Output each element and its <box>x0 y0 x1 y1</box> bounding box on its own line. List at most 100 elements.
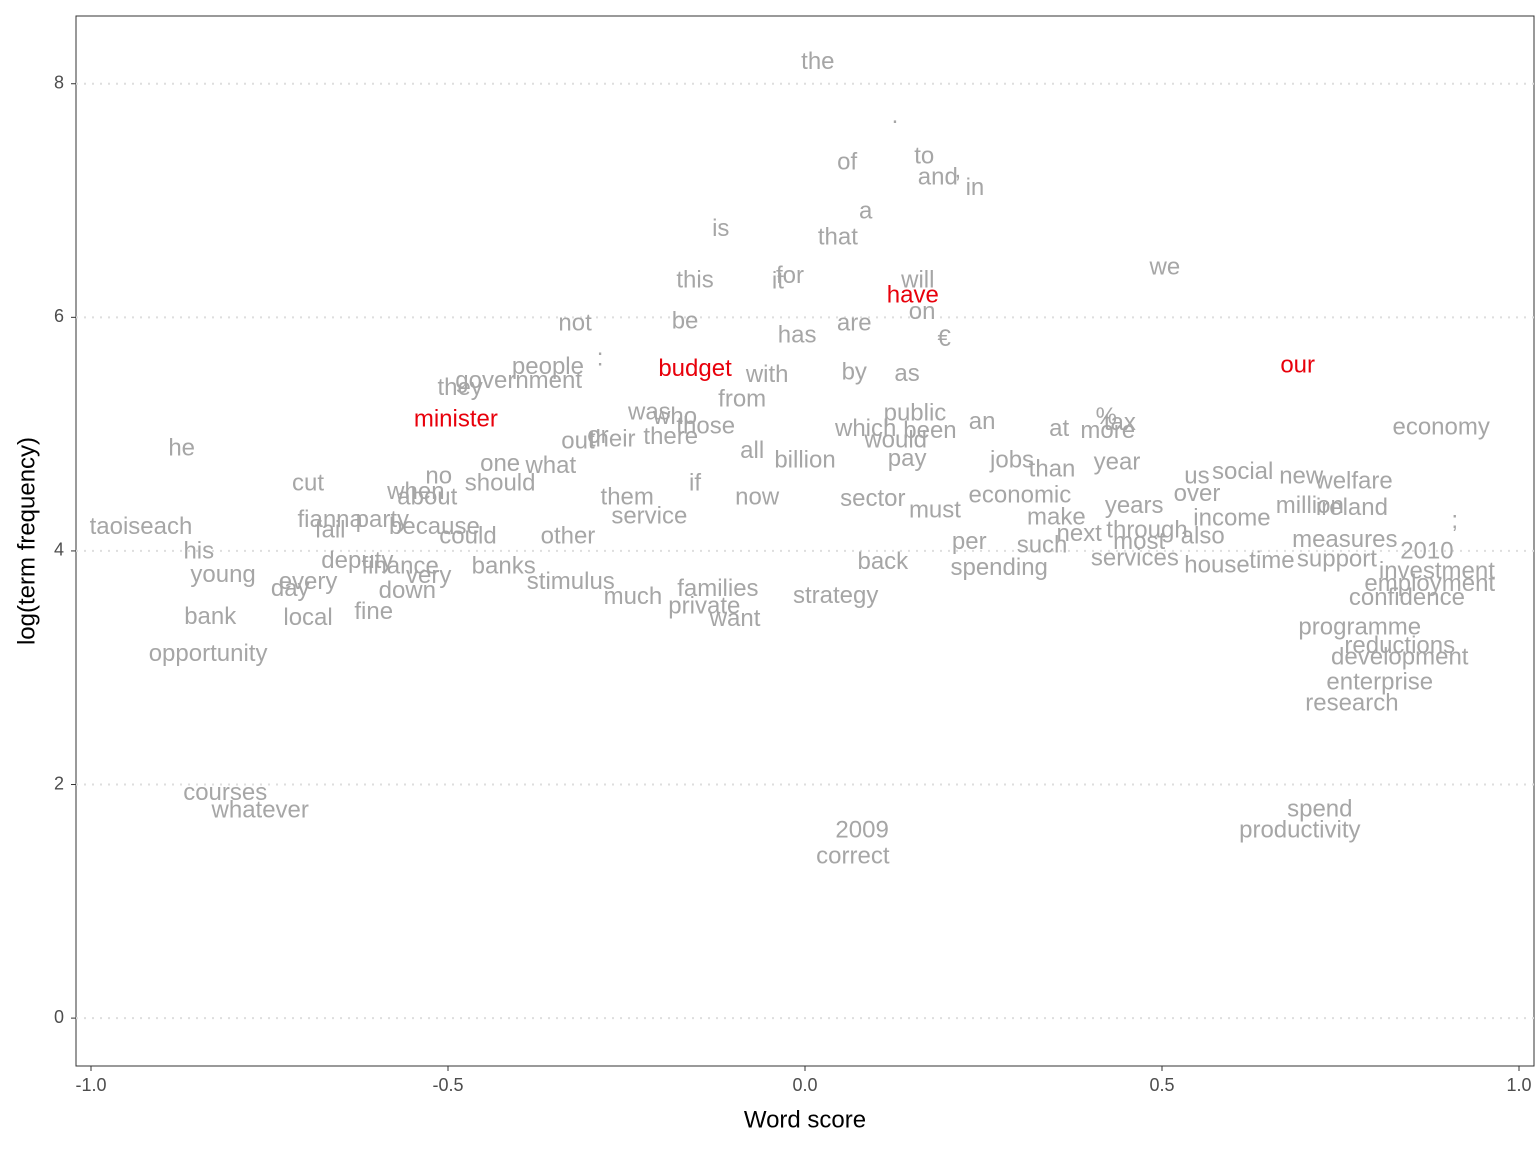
word-label: time <box>1249 547 1294 574</box>
word-label: ireland <box>1316 494 1388 521</box>
word-label: year <box>1094 449 1141 476</box>
word-label: this <box>676 266 713 293</box>
word-label: welfare <box>1314 467 1392 494</box>
word-label: much <box>604 583 663 610</box>
word-label: million <box>1276 492 1344 519</box>
word-label: when <box>386 478 444 505</box>
word-label: not <box>558 310 592 337</box>
word-label: fine <box>354 598 393 625</box>
word-label: make <box>1027 504 1086 531</box>
word-label: correct <box>816 842 890 869</box>
word-label: whatever <box>211 797 309 824</box>
word-label: which <box>834 415 896 442</box>
x-tick-label: 0.5 <box>1149 1075 1174 1095</box>
word-label: was <box>627 398 671 425</box>
x-tick-label: -1.0 <box>75 1075 106 1095</box>
word-label: by <box>842 359 867 386</box>
word-label: been <box>903 417 956 444</box>
word-label: : <box>597 345 604 372</box>
word-label: other <box>541 522 596 549</box>
word-label: spend <box>1287 796 1352 823</box>
word-label: , <box>954 157 961 184</box>
x-tick-label: 0.0 <box>792 1075 817 1095</box>
word-label: in <box>966 174 985 201</box>
word-label: want <box>709 605 761 632</box>
word-label: service <box>611 502 687 529</box>
word-label: productivity <box>1239 817 1360 844</box>
x-axis-title: Word score <box>744 1106 866 1133</box>
word-label: to <box>914 143 934 170</box>
word-label: also <box>1181 522 1225 549</box>
word-label: because <box>389 513 480 540</box>
word-label: should <box>465 470 536 497</box>
word-label: economy <box>1392 414 1489 441</box>
word-label: as <box>894 360 919 387</box>
word-label: strategy <box>793 582 878 609</box>
word-label: budget <box>658 355 732 382</box>
word-label: support <box>1297 546 1377 573</box>
y-axis-title: log(term frequency) <box>13 437 40 645</box>
word-label: those <box>676 412 735 439</box>
word-label: what <box>524 452 576 479</box>
word-label: development <box>1331 644 1469 671</box>
word-label: local <box>283 604 332 631</box>
word-label: € <box>938 325 952 352</box>
word-label: reductions <box>1344 632 1455 659</box>
x-tick-label: -0.5 <box>432 1075 463 1095</box>
word-label: 2009 <box>835 817 888 844</box>
y-tick-label: 6 <box>54 306 64 326</box>
y-tick-label: 0 <box>54 1007 64 1027</box>
word-label: every <box>279 568 338 595</box>
word-label: is <box>712 215 729 242</box>
word-label: more <box>1080 417 1135 444</box>
word-label: through <box>1106 516 1187 543</box>
word-label: very <box>406 562 451 589</box>
word-label: finance <box>361 553 438 580</box>
word-label: his <box>183 537 214 564</box>
word-label: we <box>1149 254 1181 281</box>
word-label: that <box>818 223 858 250</box>
word-label: must <box>909 497 961 524</box>
y-tick-label: 4 <box>54 540 64 560</box>
word-label: than <box>1029 456 1076 483</box>
word-label: our <box>1280 352 1315 379</box>
word-label: ; <box>1451 507 1458 534</box>
word-label: deputy <box>321 547 393 574</box>
word-label: for <box>776 262 804 289</box>
word-label: who <box>652 403 697 430</box>
word-label: party <box>356 506 409 533</box>
word-label: are <box>837 310 872 337</box>
word-label: jobs <box>989 446 1034 473</box>
word-label: stimulus <box>527 568 615 595</box>
word-label: one <box>480 450 520 477</box>
word-label: pay <box>888 445 927 472</box>
word-label: have <box>887 282 939 309</box>
word-label: they <box>437 374 482 401</box>
word-label: their <box>589 425 636 452</box>
word-label: young <box>190 561 255 588</box>
word-label: has <box>778 321 817 348</box>
word-label: sector <box>840 485 905 512</box>
word-label: most <box>1113 528 1165 555</box>
word-label: if <box>689 470 701 497</box>
word-label: of <box>837 149 857 176</box>
word-label: house <box>1184 551 1249 578</box>
word-label: us <box>1184 463 1209 490</box>
word-label: cut <box>292 470 324 497</box>
word-label: people <box>512 353 584 380</box>
word-label: fianna <box>297 506 363 533</box>
word-label: enterprise <box>1326 668 1433 695</box>
word-label: it <box>772 268 784 295</box>
word-label: public <box>884 400 947 427</box>
word-label: minister <box>414 405 498 432</box>
word-label: fail <box>315 516 346 543</box>
word-label: there <box>643 423 698 450</box>
word-label: them <box>601 484 654 511</box>
word-label: over <box>1174 480 1221 507</box>
word-label: tax <box>1104 409 1136 436</box>
word-label: economic <box>969 481 1072 508</box>
word-label: confidence <box>1349 584 1465 611</box>
word-label: years <box>1105 492 1164 519</box>
word-label: income <box>1193 505 1270 532</box>
